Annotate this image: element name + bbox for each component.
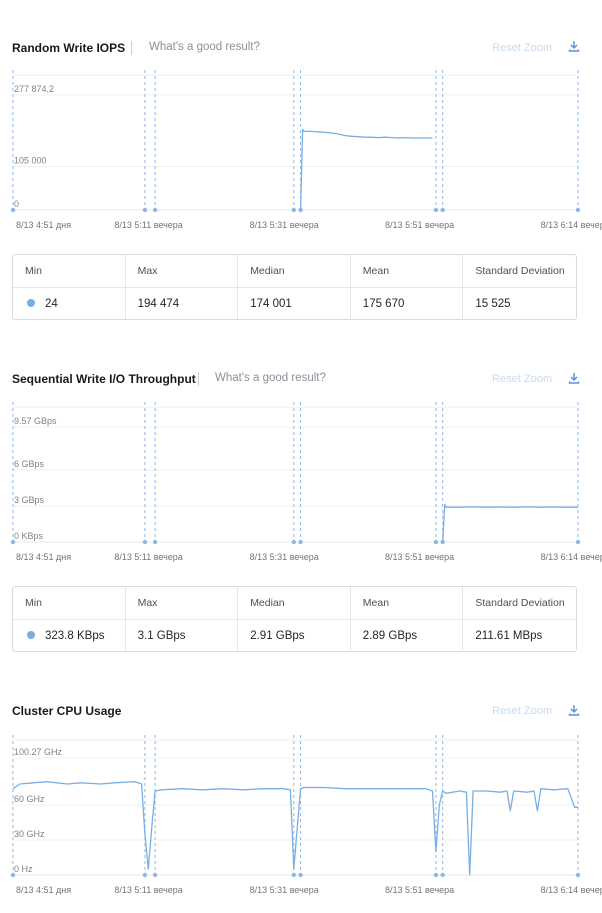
event-marker-dot[interactable] (575, 539, 581, 545)
y-tick-label: 3 GBps (14, 495, 45, 505)
event-marker-dot[interactable] (575, 872, 581, 878)
y-tick-label: 0 (14, 199, 19, 209)
reset-zoom-button[interactable]: Reset Zoom (492, 42, 552, 54)
stats-header-median: Median (238, 255, 351, 287)
stats-value-row: 323.8 KBps 3.1 GBps 2.91 GBps 2.89 GBps … (13, 620, 576, 652)
event-marker-dot[interactable] (433, 872, 439, 878)
event-marker-dot[interactable] (433, 539, 439, 545)
stats-header-max: Max (126, 255, 239, 287)
x-tick-label: 8/13 5:31 вечера (250, 220, 319, 230)
series-dot-icon (27, 298, 35, 307)
stats-value-min: 24 (13, 288, 126, 320)
x-tick-label: 8/13 5:11 вечера (114, 220, 182, 230)
whats-a-good-result-link[interactable]: What's a good result? (215, 372, 326, 384)
sequential-write-stats-table: Min Max Median Mean Standard Deviation 3… (12, 586, 577, 652)
event-marker-dot[interactable] (291, 539, 297, 545)
x-tick-label: 8/13 5:11 вечера (114, 552, 182, 562)
x-tick-label: 8/13 6:14 вечер (541, 885, 602, 895)
stats-value-max: 194 474 (126, 288, 239, 320)
y-tick-label: 60 GHz (14, 794, 45, 804)
stats-header-row: Min Max Median Mean Standard Deviation (13, 587, 576, 620)
stats-value-min-text: 323.8 KBps (45, 630, 105, 642)
x-tick-label: 8/13 5:51 вечера (385, 220, 454, 230)
reset-zoom-button[interactable]: Reset Zoom (492, 705, 552, 717)
random-write-iops-chart[interactable]: 277 874,2 105 000 0 8/13 4:51 дня 8/13 5:11 … (0, 70, 602, 235)
y-tick-label: 30 GHz (14, 829, 45, 839)
download-icon[interactable] (568, 704, 580, 716)
event-marker-dot[interactable] (440, 872, 445, 878)
event-marker-dot[interactable] (10, 539, 16, 545)
download-icon[interactable] (568, 372, 580, 384)
stats-value-std-dev: 211.61 MBps (475, 630, 543, 642)
x-tick-label: 8/13 5:11 вечера (114, 885, 182, 895)
stats-value-mean: 2.89 GBps (351, 620, 464, 652)
stats-header-min: Min (13, 587, 126, 619)
panel-title-cluster-cpu-usage: Cluster CPU Usage (12, 704, 122, 718)
x-tick-label: 8/13 5:31 вечера (250, 885, 319, 895)
download-icon[interactable] (568, 40, 580, 52)
event-marker-dot[interactable] (298, 207, 303, 213)
x-tick-label: 8/13 5:31 вечера (250, 552, 319, 562)
y-tick-label: 0 Hz (14, 864, 33, 874)
event-marker-dot[interactable] (152, 539, 158, 545)
event-marker-dot[interactable] (298, 539, 303, 545)
series-line[interactable] (442, 504, 578, 543)
event-marker-dot[interactable] (575, 207, 581, 213)
event-marker-dot[interactable] (152, 207, 158, 213)
event-marker-dot[interactable] (440, 207, 445, 213)
event-marker-dot[interactable] (291, 207, 297, 213)
panel-title-random-write-iops: Random Write IOPS (12, 41, 126, 55)
y-tick-label: 0 KBps (14, 531, 44, 541)
series-dot-icon (27, 630, 35, 639)
y-tick-label: 9.57 GBps (14, 416, 57, 426)
event-marker-dot[interactable] (152, 872, 158, 878)
stats-header-min: Min (13, 255, 126, 287)
event-marker-dot[interactable] (142, 207, 148, 213)
stats-value-std-dev: 15 525 (475, 298, 511, 310)
x-tick-label: 8/13 4:51 дня (16, 552, 71, 562)
header-divider (131, 41, 132, 55)
x-tick-label: 8/13 5:51 вечера (385, 552, 454, 562)
panel-title-sequential-write-throughput: Sequential Write I/O Throughput (12, 372, 196, 386)
cluster-cpu-usage-chart[interactable]: 100.27 GHz 60 GHz 30 GHz 0 Hz 8/13 4:51 дня 8… (0, 735, 602, 900)
event-marker-dot[interactable] (298, 872, 303, 878)
stats-header-std-dev: Standard Deviation (475, 265, 565, 277)
stats-header-mean: Mean (351, 587, 464, 619)
stats-header-row: Min Max Median Mean Standard Deviation (13, 255, 576, 288)
sequential-write-throughput-chart[interactable]: 9.57 GBps 6 GBps 3 GBps 0 KBps 8/13 4:51 дня… (0, 402, 602, 567)
stats-value-min: 323.8 KBps (13, 620, 126, 652)
stats-value-median: 174 001 (238, 288, 351, 320)
x-tick-label: 8/13 4:51 дня (16, 220, 71, 230)
stats-value-mean: 175 670 (351, 288, 464, 320)
header-divider (198, 372, 199, 386)
event-marker-dot[interactable] (142, 539, 148, 545)
stats-header-max: Max (126, 587, 239, 619)
x-tick-label: 8/13 4:51 дня (16, 885, 71, 895)
y-tick-label: 105 000 (14, 156, 47, 166)
random-write-iops-stats-table: Min Max Median Mean Standard Deviation 2… (12, 254, 577, 320)
event-marker-dot[interactable] (433, 207, 439, 213)
series-line[interactable] (12, 781, 578, 876)
reset-zoom-button[interactable]: Reset Zoom (492, 373, 552, 385)
x-tick-label: 8/13 6:14 вечер (541, 220, 602, 230)
stats-header-median: Median (238, 587, 351, 619)
event-marker-dot[interactable] (291, 872, 297, 878)
event-marker-dot[interactable] (142, 872, 148, 878)
event-marker-dot[interactable] (10, 207, 16, 213)
stats-value-median: 2.91 GBps (238, 620, 351, 652)
whats-a-good-result-link[interactable]: What's a good result? (149, 41, 260, 53)
event-marker-dot[interactable] (440, 539, 445, 545)
stats-header-std-dev: Standard Deviation (475, 597, 565, 609)
y-tick-label: 6 GBps (14, 459, 45, 469)
x-tick-label: 8/13 6:14 вечер (541, 552, 602, 562)
x-tick-label: 8/13 5:51 вечера (385, 885, 454, 895)
event-marker-dot[interactable] (10, 872, 16, 878)
y-tick-label: 100.27 GHz (14, 747, 63, 757)
series-line[interactable] (299, 128, 433, 211)
y-tick-label: 277 874,2 (14, 84, 54, 94)
stats-value-row: 24 194 474 174 001 175 670 15 525 (13, 288, 576, 320)
stats-value-min-text: 24 (45, 298, 58, 310)
stats-header-mean: Mean (351, 255, 464, 287)
stats-value-max: 3.1 GBps (126, 620, 239, 652)
